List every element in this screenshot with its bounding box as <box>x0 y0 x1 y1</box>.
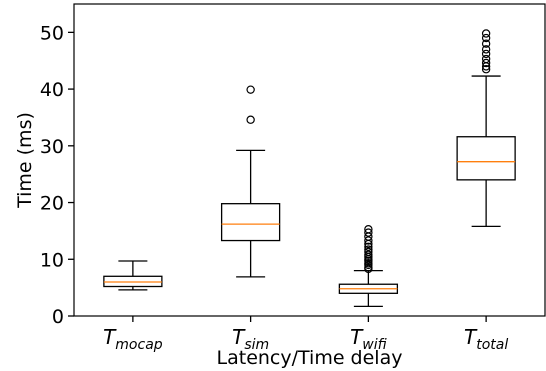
x-tick-label: Tsim <box>232 325 269 353</box>
x-axis-label: Latency/Time delay <box>217 347 403 369</box>
y-axis-label: Time (ms) <box>14 112 36 209</box>
outlier-point <box>481 29 491 38</box>
outlier-point <box>364 247 373 257</box>
outlier-point <box>246 85 255 94</box>
plot-frame <box>73 3 546 317</box>
outlier-point <box>364 263 373 272</box>
outlier-point <box>481 45 491 54</box>
x-tick-label: Ttotal <box>464 325 508 353</box>
outlier-point <box>481 39 491 48</box>
y-tick-label: 50 <box>40 22 64 44</box>
outlier-point <box>481 58 491 68</box>
iqr-box <box>456 136 516 181</box>
outlier-point <box>481 49 491 59</box>
y-tick-label: 10 <box>40 249 64 271</box>
y-tick-label: 40 <box>40 79 64 101</box>
outlier-point <box>246 115 255 124</box>
outlier-point <box>364 242 373 251</box>
x-tick-label: Tmocap <box>103 325 163 353</box>
outlier-point <box>481 65 491 74</box>
outlier-point <box>364 259 373 268</box>
outlier-point <box>481 54 491 64</box>
outlier-point <box>364 245 373 254</box>
outlier-point <box>364 236 373 245</box>
iqr-box <box>220 203 281 242</box>
y-tick-label: 30 <box>40 136 64 158</box>
outlier-point <box>364 228 373 237</box>
x-tick-label: Twifi <box>350 325 387 353</box>
outlier-point <box>364 225 373 234</box>
y-tick-label: 0 <box>52 306 64 328</box>
y-tick-label: 20 <box>40 193 64 215</box>
outlier-point <box>364 250 373 259</box>
plot-area: 0 10 20 30 40 50 Tmocap Tsim Twifi Ttotal <box>40 3 546 353</box>
outlier-point <box>481 33 491 43</box>
